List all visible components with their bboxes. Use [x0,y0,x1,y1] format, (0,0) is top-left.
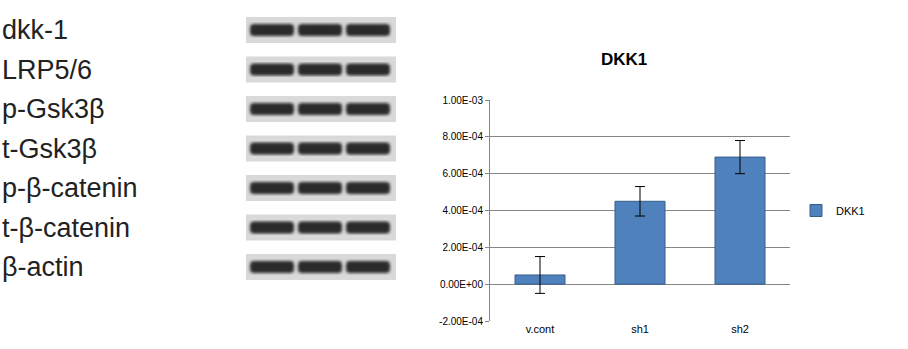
svg-text:LRP5/6: LRP5/6 [2,55,92,85]
svg-text:sh1: sh1 [631,323,649,335]
svg-text:t-β-catenin: t-β-catenin [2,213,130,243]
svg-text:DKK1: DKK1 [601,50,647,69]
svg-text:1.00E-03: 1.00E-03 [442,95,483,106]
svg-text:t-Gsk3β: t-Gsk3β [2,134,97,164]
svg-text:sh2: sh2 [731,323,749,335]
svg-text:DKK1: DKK1 [836,205,865,217]
svg-text:6.00E-04: 6.00E-04 [442,168,483,179]
svg-text:4.00E-04: 4.00E-04 [442,205,483,216]
svg-text:p-Gsk3β: p-Gsk3β [2,94,105,124]
svg-text:β-actin: β-actin [2,252,84,282]
svg-text:-2.00E-04: -2.00E-04 [439,316,483,327]
svg-text:2.00E-04: 2.00E-04 [442,242,483,253]
svg-text:p-β-catenin: p-β-catenin [2,173,138,203]
svg-text:8.00E-04: 8.00E-04 [442,131,483,142]
svg-text:v.cont: v.cont [526,323,555,335]
svg-text:dkk-1: dkk-1 [2,15,68,45]
svg-text:0.00E+00: 0.00E+00 [440,279,484,290]
